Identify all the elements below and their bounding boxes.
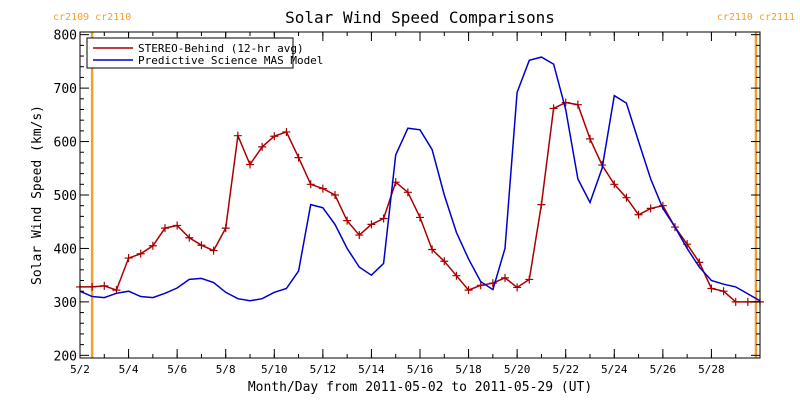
carrington-label-left-1: cr2110 [717,12,753,23]
y-tick-label-5: 700 [54,82,77,97]
series-0-point-10 [197,241,206,250]
y-tick-label-3: 500 [54,189,77,204]
series-0-point-28 [416,213,424,222]
x-tick-label-11: 5/24 [601,363,628,376]
series-0-point-36 [513,283,522,292]
series-0-point-23 [355,231,364,240]
series-0-point-40 [561,98,570,107]
series-0-point-9 [185,233,194,242]
series-0-point-19 [306,180,315,189]
x-tick-label-8: 5/18 [455,363,482,376]
series-0-point-21 [331,191,339,199]
series-0-point-2 [100,281,109,290]
series-0-point-32 [464,286,473,295]
series-0-point-27 [403,188,412,197]
x-tick-label-13: 5/28 [698,363,725,376]
x-axis-label: Month/Day from 2011-05-02 to 2011-05-29 … [248,380,592,395]
series-line-1 [79,56,761,302]
series-0-point-4 [124,254,133,263]
series-0-point-6 [148,241,157,250]
carrington-label-right-0: cr2110 [95,12,131,23]
legend-box [86,37,294,69]
y-axis-label: Solar Wind Speed (km/s) [30,105,45,285]
series-0-point-55 [743,297,752,306]
series-0-point-14 [246,160,254,169]
legend-label-mas: Predictive Science MAS Model [138,54,323,67]
x-tick-label-12: 5/26 [650,363,677,376]
series-0-point-31 [452,271,461,280]
series-lines [76,56,764,306]
x-tick-label-7: 5/16 [407,363,434,376]
series-0-point-35 [501,273,509,282]
x-tick-label-0: 5/2 [70,363,90,376]
series-0-point-44 [610,180,619,189]
x-tick-label-5: 5/12 [310,363,337,376]
carrington-label-right-1: cr2111 [759,12,795,23]
x-axis-ticks: 5/2 5/4 5/6 5/8 5/10 5/12 5/14 5/16 5/18 5/20 5/22… [70,32,737,376]
y-tick-label-0: 200 [54,349,77,364]
x-tick-label-2: 5/6 [167,363,187,376]
series-0-point-12 [221,224,230,233]
series-0-point-25 [379,214,388,223]
series-0-point-18 [294,153,303,162]
series-0-point-37 [525,275,534,284]
series-0-point-20 [318,184,327,193]
y-tick-label-4: 600 [54,136,77,151]
x-tick-label-6: 5/14 [358,363,385,376]
series-0-point-47 [646,204,655,213]
series-0-point-54 [731,297,740,306]
series-0-point-42 [586,134,594,143]
series-0-point-24 [367,220,376,229]
series-0-point-33 [476,281,485,290]
series-0-point-7 [161,224,169,233]
series-0-point-8 [173,221,182,230]
chart-title: Solar Wind Speed Comparisons [285,8,555,27]
series-0-point-11 [209,246,218,255]
y-axis-ticks: 200 300 400 500 600 700 800 [54,29,760,364]
series-line-0 [80,101,760,303]
series-0-point-29 [428,245,437,254]
x-tick-label-1: 5/4 [119,363,139,376]
y-tick-label-2: 400 [54,242,77,257]
series-0-point-39 [549,104,558,113]
y-tick-label-1: 300 [54,296,77,311]
series-0-point-17 [282,127,291,136]
series-0-point-41 [573,100,582,109]
legend: STEREO-Behind (12-hr avg) Predictive Sci… [86,37,323,69]
series-0-point-5 [136,249,145,258]
x-tick-label-10: 5/22 [552,363,579,376]
series-0-point-22 [343,216,352,225]
series-0-point-30 [440,257,449,266]
x-tick-label-9: 5/20 [504,363,531,376]
series-0-point-15 [258,142,267,151]
series-0-point-45 [622,193,631,202]
series-0-point-52 [707,284,716,293]
series-0-point-53 [719,287,728,296]
series-0-point-16 [270,132,279,141]
legend-label-stereo: STEREO-Behind (12-hr avg) [138,42,304,55]
series-0-point-38 [537,200,546,209]
series-0-point-46 [634,210,643,219]
x-tick-label-3: 5/8 [216,363,236,376]
y-tick-label-6: 800 [54,29,77,44]
x-tick-label-4: 5/10 [261,363,288,376]
series-0-point-1 [88,282,97,291]
series-0-point-13 [233,131,242,140]
carrington-label-left-0: cr2109 [53,12,89,23]
